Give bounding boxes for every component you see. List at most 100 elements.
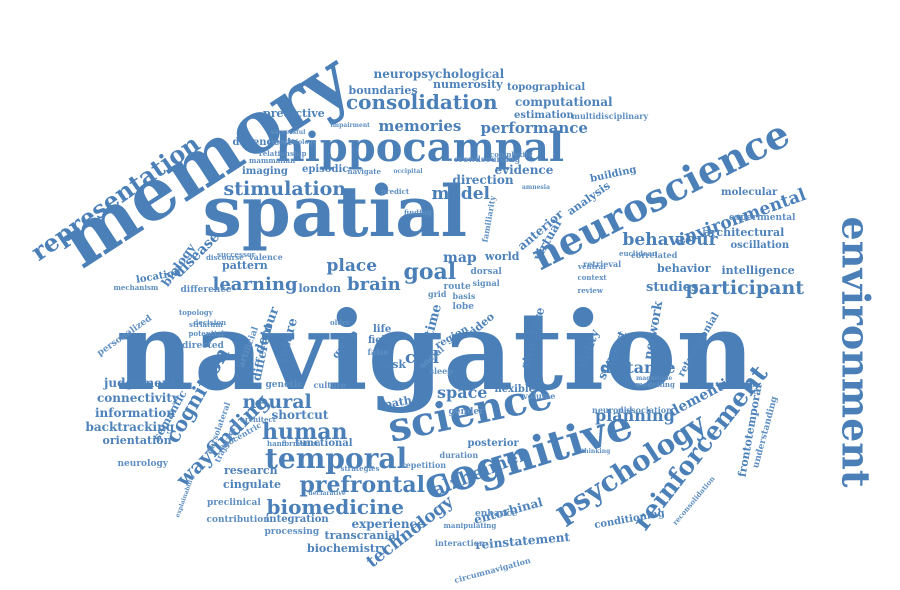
word-successor: successor	[217, 249, 256, 259]
word-topographical: topographical	[507, 82, 586, 93]
word-task: task	[380, 357, 407, 371]
word-enhance: enhance	[475, 508, 518, 519]
word-behaviour: behaviour	[622, 229, 718, 250]
word-human: human	[262, 419, 348, 445]
word-neuronal: neuronal	[592, 405, 633, 415]
word-numerosity: numerosity	[433, 77, 503, 91]
word-strategies: strategies	[340, 463, 380, 473]
word-architect: architect	[240, 414, 276, 424]
word-successful: successful	[270, 129, 306, 136]
word-environment: environment	[832, 216, 878, 488]
word-striatum: striatum	[189, 319, 223, 329]
word-decision: decision	[193, 317, 227, 327]
word-space: space	[437, 383, 488, 402]
word-estimation: estimation	[514, 110, 574, 121]
word-ventral: ventral	[578, 261, 606, 271]
word-map: map	[443, 250, 477, 266]
word-stimulation: stimulation	[223, 177, 347, 200]
word-imaging: imaging	[242, 166, 288, 177]
word-preclinical: preclinical	[207, 497, 261, 508]
word-volume: volume	[523, 391, 556, 401]
word-brain: brain	[347, 274, 401, 295]
word-interaction: interaction	[435, 538, 485, 548]
word-thinking: thinking	[581, 448, 611, 455]
word-mammalian: mammalian	[249, 155, 296, 165]
word-boundaries: boundaries	[348, 83, 418, 97]
word-navigation: navigation	[115, 289, 755, 415]
word-processing: processing	[264, 526, 320, 537]
word-cingulate: cingulate	[223, 477, 281, 491]
word-lobe: lobe	[452, 301, 474, 312]
word-orientation: orientation	[102, 433, 172, 447]
word-relationship: relationship	[259, 148, 307, 158]
word-duration: duration	[439, 450, 479, 460]
word-place: place	[326, 255, 378, 276]
word-grid: grid	[428, 289, 447, 299]
word-declarative: declarative	[308, 490, 346, 497]
word-biomedicine: biomedicine	[266, 495, 404, 519]
word-hippocampal: hippocampal	[275, 124, 565, 171]
word-correlated: correlated	[631, 250, 678, 260]
word-shortcut: shortcut	[271, 408, 329, 422]
word-connectivity: connectivity	[97, 391, 179, 405]
word-planning: planning	[595, 406, 675, 425]
word-older: older	[330, 317, 351, 327]
word-oscillation: oscillation	[730, 240, 790, 251]
word-repetition: repetition	[401, 460, 447, 470]
word-crowdsourcing: crowdsourcing	[454, 154, 521, 164]
word-false: false	[367, 347, 389, 357]
word-manipulating: manipulating	[443, 520, 497, 530]
word-world: world	[485, 249, 520, 263]
word-route: route	[443, 281, 471, 292]
word-functional: functional	[295, 438, 353, 449]
word-amnesia: amnesia	[522, 184, 550, 191]
word-pattern: pattern	[222, 258, 268, 272]
word-research: research	[224, 463, 278, 477]
word-information: information	[95, 406, 176, 420]
word-building: building	[588, 164, 637, 185]
word-modelling: modelling	[635, 379, 675, 389]
word-performance: performance	[480, 118, 588, 137]
word-neurobiology: neurobiology	[272, 139, 317, 146]
word-culture: culture	[313, 380, 347, 390]
word-intelligence: intelligence	[721, 263, 795, 277]
word-studies: studies	[646, 279, 699, 295]
word-prefrontal: prefrontal	[299, 472, 425, 498]
word-difference: difference	[180, 284, 232, 295]
word-predictive: predictive	[263, 106, 325, 120]
word-sleep: sleep	[429, 366, 453, 376]
word-london: london	[298, 281, 342, 295]
word-review: review	[577, 285, 603, 295]
word-flexible: flexible	[494, 384, 536, 395]
word-computational: computational	[515, 95, 613, 109]
word-goal: goal	[403, 259, 457, 285]
word-behavior: behavior	[657, 261, 711, 275]
word-posterior: posterior	[467, 438, 519, 449]
word-experience: experience	[351, 517, 425, 531]
word-episodic: episodic	[302, 164, 349, 175]
word-transcranial: transcranial	[324, 528, 400, 542]
word-judgement: judgement	[104, 376, 177, 390]
word-context: context	[577, 272, 607, 282]
word-complexity: complexity	[490, 149, 533, 159]
word-model: model	[431, 183, 491, 204]
word-multidisciplinary: multidisciplinary	[571, 111, 649, 121]
word-signal: signal	[472, 278, 500, 288]
word-directed: directed	[182, 340, 224, 351]
word-occipital: occipital	[393, 168, 423, 175]
word-participant: participant	[685, 276, 805, 299]
word-circumnavigation: circumnavigation	[452, 554, 532, 586]
word-experimental: experimental	[729, 212, 796, 223]
word-molecular: molecular	[721, 187, 778, 198]
word-spatial: spatial	[202, 170, 468, 253]
word-mechanism: mechanism	[113, 282, 159, 292]
word-memories: memories	[378, 116, 462, 135]
word-dependent: dependent	[232, 137, 292, 148]
word-integration: integration	[265, 514, 329, 525]
word-predict: predict	[381, 186, 410, 196]
word-navigate: navigate	[347, 166, 381, 176]
word-magnitude: magnitude	[636, 375, 673, 382]
word-direction: direction	[452, 173, 514, 187]
word-finding: finding	[404, 207, 432, 217]
word-architectural: architectural	[703, 225, 785, 239]
